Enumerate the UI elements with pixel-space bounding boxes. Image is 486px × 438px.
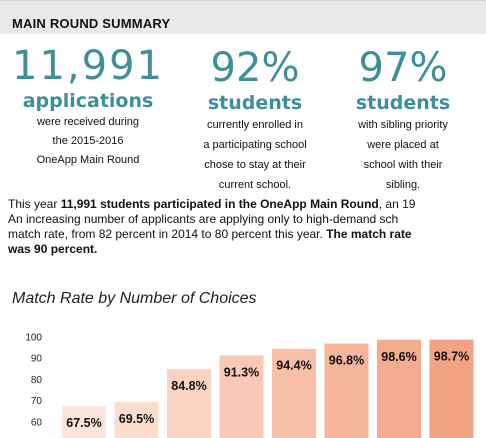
- stat-unit: applications: [22, 90, 154, 112]
- y-tick-label: 90: [31, 354, 43, 365]
- stat-desc-line: the 2015-2016: [52, 135, 124, 147]
- y-tick-label: 60: [31, 418, 43, 429]
- paragraph-bold: was 90 percent.: [8, 242, 98, 256]
- stat-value: 97%: [358, 45, 448, 91]
- bar-value-label: 67.5%: [66, 416, 101, 430]
- section-title: MAIN ROUND SUMMARY: [12, 16, 171, 31]
- stat-desc-line: with sibling priority: [358, 119, 448, 131]
- bar-value-label: 94.4%: [276, 359, 311, 373]
- bar: [114, 401, 159, 438]
- paragraph-text: This year: [8, 197, 61, 211]
- bar-value-label: 91.3%: [224, 365, 259, 379]
- paragraph-line: This year 11,991 students participated i…: [8, 197, 486, 212]
- y-tick-label: 70: [31, 396, 43, 407]
- bar: [377, 339, 421, 438]
- stat-desc-line: a participating school: [203, 139, 307, 151]
- paragraph-line: match rate, from 82 percent in 2014 to 8…: [8, 227, 486, 242]
- stat-unit: students: [355, 92, 451, 114]
- stat-desc-line: sibling.: [385, 179, 421, 191]
- bar-value-label: 69.5%: [119, 412, 154, 426]
- stat-unit: students: [207, 92, 303, 114]
- bar-value-label: 84.8%: [171, 379, 206, 393]
- stat-desc-line: school with their: [363, 159, 443, 171]
- stat-value: 11,991: [12, 43, 164, 89]
- stat-desc-line: current school.: [218, 179, 292, 191]
- stat-desc-line: currently enrolled in: [207, 119, 303, 131]
- bar-value-label: 98.6%: [381, 350, 416, 364]
- section-header: MAIN ROUND SUMMARY: [0, 0, 486, 34]
- paragraph-text: match rate, from 82 percent in 2014 to 8…: [8, 227, 327, 241]
- stat-applications: 11,991 applications were received during…: [8, 46, 168, 168]
- y-tick-label: 80: [31, 375, 43, 386]
- stat-sibling: 97% students with sibling priority were …: [340, 48, 466, 193]
- paragraph-text: An increasing number of applicants are a…: [8, 212, 399, 226]
- bar-value-label: 96.8%: [329, 354, 364, 368]
- bar: [429, 339, 474, 438]
- paragraph-text: , an 19: [378, 197, 416, 211]
- stat-stayed: 92% students currently enrolled in a par…: [190, 48, 320, 193]
- paragraph-bold: The match rate: [326, 227, 412, 241]
- bar: [167, 369, 211, 438]
- bar: [219, 355, 264, 438]
- bar: [272, 348, 316, 438]
- paragraph-line: was 90 percent.: [8, 242, 486, 257]
- bar: [62, 406, 106, 438]
- bar-value-label: 98.7%: [434, 350, 469, 364]
- stat-desc-line: were received during: [36, 116, 140, 128]
- summary-paragraph: This year 11,991 students participated i…: [8, 197, 486, 257]
- y-tick-label: 100: [25, 332, 42, 343]
- paragraph-line: An increasing number of applicants are a…: [8, 212, 486, 227]
- stat-desc-line: OneApp Main Round: [36, 154, 140, 166]
- chart-title: Match Rate by Number of Choices: [12, 290, 257, 307]
- stat-value: 92%: [210, 45, 300, 91]
- stat-desc-line: chose to stay at their: [204, 159, 306, 171]
- stat-desc-line: were placed at: [367, 139, 439, 151]
- match-rate-chart: 60 70 80 90 100 67.5% 69.5% 84.8% 91.3% 94.4% 96.8…: [25, 332, 474, 438]
- paragraph-bold: 11,991 students participated in the OneA…: [60, 197, 379, 211]
- bar: [324, 343, 369, 438]
